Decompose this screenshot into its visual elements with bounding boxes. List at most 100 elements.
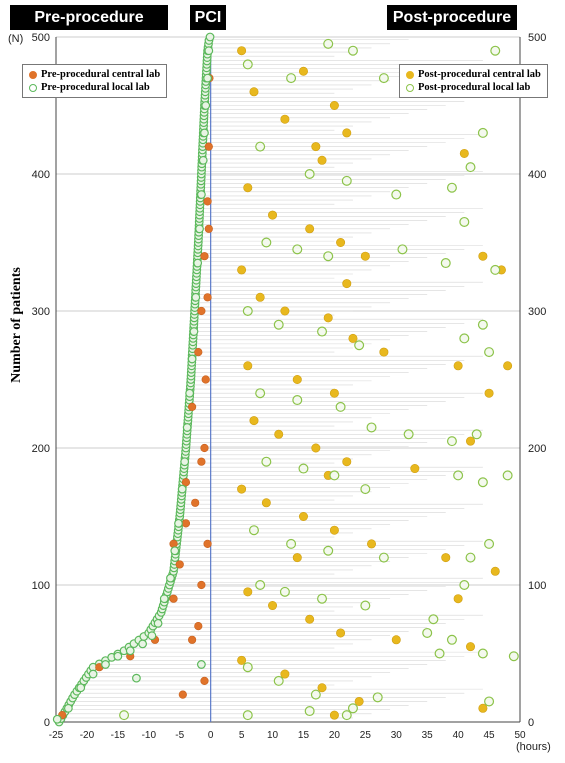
- post-central-point: [466, 642, 474, 650]
- post-central-point: [318, 684, 326, 692]
- header-pre-procedure: Pre-procedure: [10, 5, 168, 30]
- post-local-point: [509, 652, 518, 661]
- green-ring-icon: [29, 84, 37, 92]
- post-local-point: [256, 389, 265, 398]
- post-central-point: [281, 307, 289, 315]
- pre-local-point: [178, 485, 186, 493]
- header-post-procedure: Post-procedure: [387, 5, 517, 30]
- post-local-point: [361, 485, 370, 494]
- post-local-point: [454, 471, 463, 480]
- pre-central-point: [176, 561, 184, 569]
- legend-left: Pre-procedural central lab Pre-procedura…: [22, 64, 167, 98]
- x-tick-label: -15: [111, 730, 126, 741]
- pre-local-point: [65, 705, 73, 713]
- post-local-point: [262, 457, 271, 466]
- post-central-point: [256, 293, 264, 301]
- post-local-point: [460, 218, 469, 227]
- post-local-point: [243, 663, 252, 672]
- legend-item-pre-local: Pre-procedural local lab: [29, 81, 160, 94]
- post-central-point: [237, 266, 245, 274]
- post-local-point: [324, 546, 333, 555]
- y-tick-label: 400: [32, 169, 50, 181]
- post-local-point: [250, 526, 259, 535]
- post-local-point: [485, 348, 494, 357]
- x-tick-label: -5: [175, 730, 184, 741]
- post-central-point: [343, 458, 351, 466]
- post-central-point: [312, 142, 320, 150]
- post-central-point: [330, 389, 338, 397]
- post-central-point: [312, 444, 320, 452]
- post-local-point: [305, 707, 314, 716]
- x-tick-label: 10: [267, 730, 279, 741]
- post-local-point: [404, 430, 413, 439]
- pre-local-point: [192, 294, 200, 302]
- pre-local-point: [89, 670, 97, 678]
- post-local-point: [243, 711, 252, 720]
- pre-central-point: [194, 348, 202, 356]
- post-central-point: [479, 252, 487, 260]
- post-local-point: [305, 170, 314, 179]
- pre-local-point: [175, 520, 183, 528]
- post-local-point: [491, 46, 500, 55]
- post-local-point: [367, 423, 376, 432]
- post-central-point: [411, 464, 419, 472]
- post-local-point: [441, 259, 450, 268]
- green-ring-icon: [406, 84, 414, 92]
- y-tick-label-right: 500: [528, 32, 546, 44]
- post-local-point: [256, 142, 265, 151]
- post-local-point: [299, 464, 308, 473]
- post-local-point: [336, 403, 345, 412]
- y-tick-label-right: 100: [528, 580, 546, 592]
- post-local-point: [361, 601, 370, 610]
- post-local-point: [342, 176, 351, 185]
- pre-central-point: [170, 595, 178, 603]
- post-local-point: [355, 341, 364, 350]
- y-tick-label-right: 400: [528, 169, 546, 181]
- pre-central-point: [191, 499, 199, 507]
- header-pci: PCI: [190, 5, 226, 30]
- x-tick-label: 15: [298, 730, 310, 741]
- pre-local-point: [114, 652, 122, 660]
- post-local-point: [287, 74, 296, 83]
- y-tick-label: 300: [32, 306, 50, 318]
- post-local-point: [262, 238, 271, 247]
- pre-local-point: [199, 157, 207, 165]
- post-local-point: [478, 478, 487, 487]
- post-local-point: [274, 677, 283, 686]
- post-local-point: [448, 437, 457, 446]
- orange-dot-icon: [29, 71, 37, 79]
- post-local-point: [349, 46, 358, 55]
- pre-central-point: [204, 198, 212, 206]
- pre-central-point: [201, 677, 209, 685]
- post-central-point: [268, 211, 276, 219]
- x-tick-label: 5: [239, 730, 245, 741]
- x-tick-label: -20: [80, 730, 95, 741]
- post-central-point: [268, 601, 276, 609]
- legend-item-pre-central: Pre-procedural central lab: [29, 68, 160, 81]
- x-tick-label: 30: [391, 730, 403, 741]
- pre-local-point: [202, 102, 210, 110]
- post-local-point: [466, 163, 475, 172]
- legend-right: Post-procedural central lab Post-procedu…: [399, 64, 548, 98]
- post-central-point: [336, 629, 344, 637]
- pre-local-point: [167, 574, 175, 582]
- post-local-point: [243, 307, 252, 316]
- x-unit-label: (hours): [516, 741, 551, 753]
- post-local-point: [503, 471, 512, 480]
- post-central-point: [330, 711, 338, 719]
- x-tick-label: 40: [453, 730, 465, 741]
- pre-local-point: [194, 259, 202, 267]
- post-local-point: [478, 129, 487, 138]
- pre-central-point: [204, 294, 212, 302]
- legend-item-post-central: Post-procedural central lab: [406, 68, 541, 81]
- post-central-point: [466, 437, 474, 445]
- pre-local-point: [126, 647, 134, 655]
- post-central-point: [330, 526, 338, 534]
- post-central-point: [237, 47, 245, 55]
- post-central-point: [250, 416, 258, 424]
- pre-local-point: [196, 225, 204, 233]
- post-central-point: [244, 184, 252, 192]
- pre-local-point: [77, 684, 85, 692]
- pre-local-point: [53, 715, 61, 723]
- post-central-point: [479, 704, 487, 712]
